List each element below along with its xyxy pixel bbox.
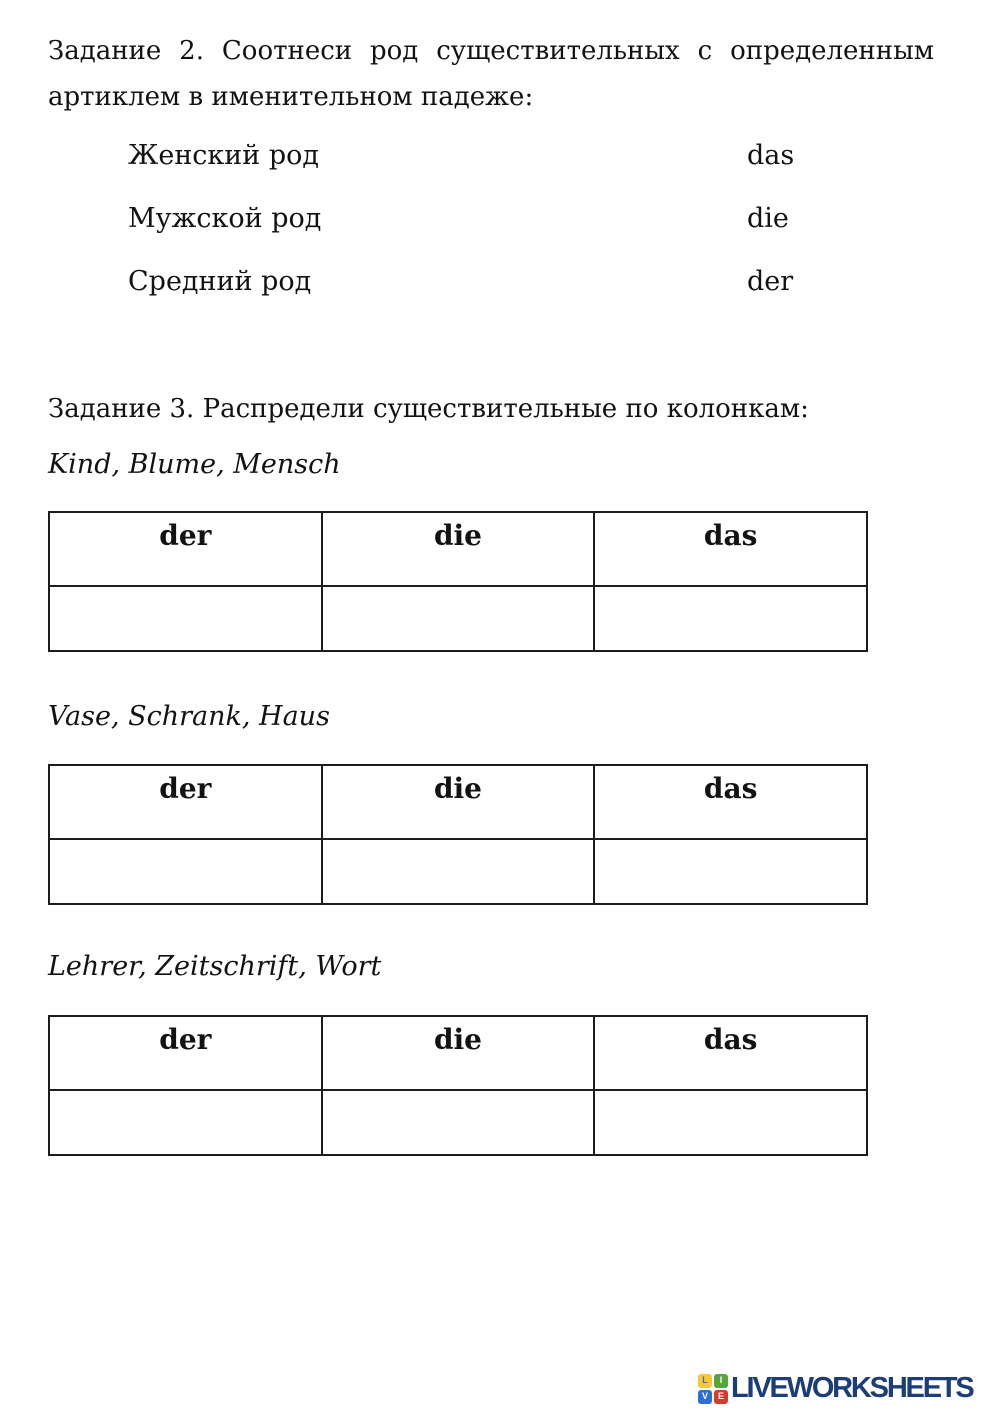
- match-label-feminine[interactable]: Женский род: [128, 140, 320, 171]
- column-header-der: der: [48, 764, 323, 840]
- liveworksheets-wordmark: LIVEWORKSHEETS: [731, 1372, 975, 1404]
- table-header-row: der die das: [48, 764, 868, 840]
- column-header-das: das: [593, 764, 868, 840]
- logo-tile-e: E: [714, 1389, 728, 1404]
- match-article-die[interactable]: die: [747, 203, 789, 234]
- answer-cell-die[interactable]: [320, 1089, 596, 1156]
- column-header-der: der: [48, 1015, 323, 1091]
- table-header-row: der die das: [48, 511, 868, 587]
- match-article-das[interactable]: das: [747, 140, 795, 171]
- match-row-masculine: Мужской род die: [0, 203, 1000, 237]
- column-header-das: das: [593, 1015, 868, 1091]
- liveworksheets-icon: L I V E: [698, 1373, 728, 1404]
- column-header-der: der: [48, 511, 323, 587]
- column-header-die: die: [320, 1015, 596, 1091]
- column-header-das: das: [593, 511, 868, 587]
- match-row-feminine: Женский род das: [0, 140, 1000, 174]
- answer-cell-die[interactable]: [320, 838, 596, 905]
- match-label-masculine[interactable]: Мужской род: [128, 203, 322, 234]
- sorting-table-1: der die das: [48, 511, 868, 652]
- liveworksheets-logo[interactable]: L I V E LIVEWORKSHEETS: [698, 1372, 975, 1405]
- task2-heading: Задание 2. Соотнеси род существительных …: [48, 36, 934, 112]
- task3-heading: Задание 3. Распредели существительные по…: [48, 394, 809, 424]
- answer-cell-der[interactable]: [48, 838, 323, 905]
- answer-cell-der[interactable]: [48, 585, 323, 652]
- answer-cell-der[interactable]: [48, 1089, 323, 1156]
- logo-tile-i: I: [714, 1373, 728, 1388]
- logo-tile-v: V: [698, 1389, 712, 1404]
- table-answer-row: [48, 585, 868, 652]
- sorting-table-2: der die das: [48, 764, 868, 905]
- answer-cell-die[interactable]: [320, 585, 596, 652]
- column-header-die: die: [320, 764, 596, 840]
- match-article-der[interactable]: der: [747, 266, 794, 297]
- answer-cell-das[interactable]: [593, 838, 868, 905]
- match-row-neuter: Средний род der: [0, 266, 1000, 300]
- table-answer-row: [48, 838, 868, 905]
- column-header-die: die: [320, 511, 596, 587]
- word-group-3: Lehrer, Zeitschrift, Wort: [48, 951, 382, 982]
- match-label-neuter[interactable]: Средний род: [128, 266, 312, 297]
- logo-tile-l: L: [698, 1373, 712, 1388]
- sorting-table-3: der die das: [48, 1015, 868, 1156]
- table-answer-row: [48, 1089, 868, 1156]
- word-group-1: Kind, Blume, Mensch: [48, 449, 341, 480]
- word-group-2: Vase, Schrank, Haus: [48, 701, 330, 732]
- answer-cell-das[interactable]: [593, 585, 868, 652]
- answer-cell-das[interactable]: [593, 1089, 868, 1156]
- table-header-row: der die das: [48, 1015, 868, 1091]
